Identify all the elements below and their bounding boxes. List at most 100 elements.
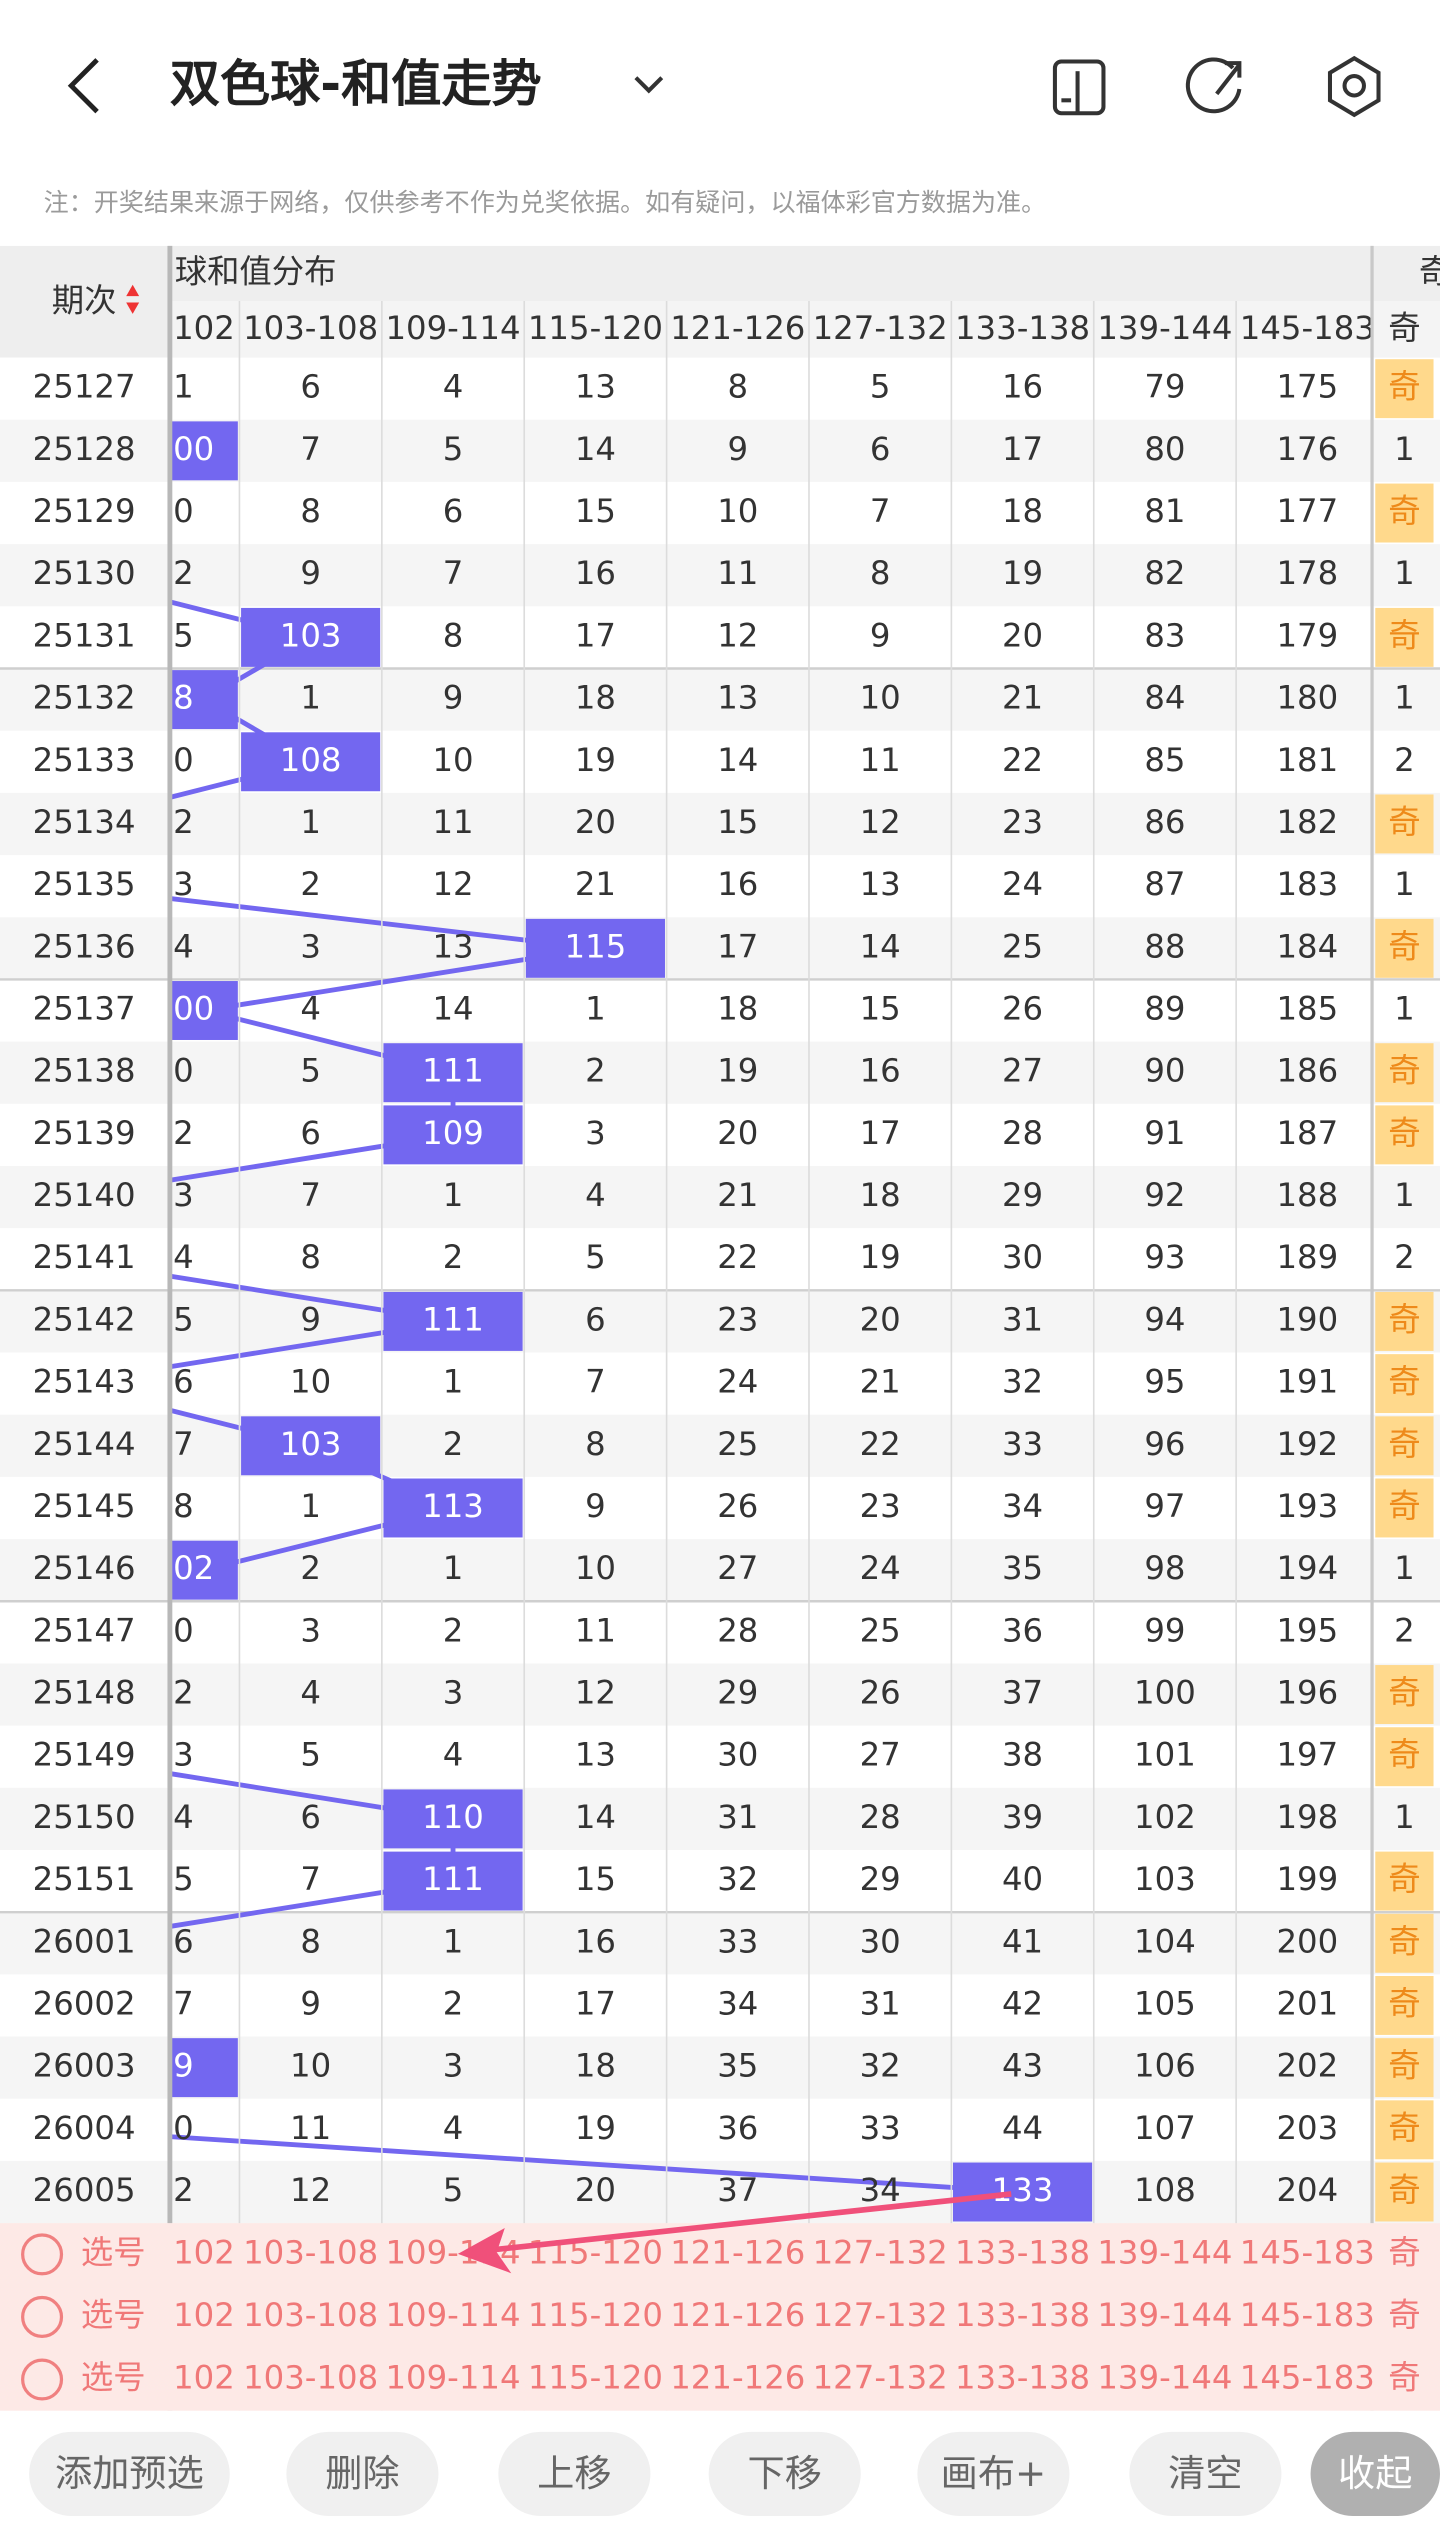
- select-option[interactable]: 115-120: [528, 2359, 663, 2397]
- cell: 28: [860, 1798, 901, 1836]
- cell: 2: [173, 2171, 194, 2209]
- select-option[interactable]: 133-138: [955, 2233, 1090, 2271]
- period: 25138: [33, 1052, 136, 1090]
- cell: 0: [173, 2109, 194, 2147]
- odd-value: 奇: [1388, 492, 1420, 530]
- cell: 11: [575, 1611, 616, 1649]
- select-option[interactable]: 109-114: [385, 2359, 520, 2397]
- cell: 175: [1276, 368, 1338, 406]
- select-option[interactable]: 139-144: [1097, 2233, 1232, 2271]
- cell: 80: [1144, 430, 1185, 468]
- select-option[interactable]: 145-183: [1240, 2296, 1375, 2334]
- select-option[interactable]: 115-120: [528, 2296, 663, 2334]
- cell: 25: [717, 1425, 758, 1463]
- button[interactable]: [1310, 2431, 1440, 2516]
- button-label[interactable]: 画布+: [941, 2451, 1047, 2495]
- trend-segment: [169, 2134, 1023, 2195]
- device-icon[interactable]: [1052, 59, 1106, 116]
- button[interactable]: [708, 2431, 861, 2516]
- cell: 2: [443, 1238, 464, 1276]
- cell: 19: [860, 1238, 901, 1276]
- cell: 2: [443, 1611, 464, 1649]
- back-button[interactable]: [67, 58, 99, 114]
- period-header[interactable]: 期次: [52, 282, 117, 320]
- select-option[interactable]: 102: [173, 2296, 235, 2334]
- select-option[interactable]: 127-132: [813, 2296, 948, 2334]
- button-label[interactable]: 上移: [537, 2451, 611, 2495]
- select-radio[interactable]: [21, 2358, 64, 2401]
- cell: 3: [173, 865, 194, 903]
- button-label[interactable]: 清空: [1168, 2451, 1242, 2495]
- select-option[interactable]: 133-138: [955, 2359, 1090, 2397]
- odd-value: 奇: [1388, 2171, 1420, 2209]
- cell: 2: [173, 1674, 194, 1712]
- select-radio[interactable]: [21, 2295, 64, 2338]
- select-option[interactable]: 102: [173, 2359, 235, 2397]
- period: 25135: [33, 865, 136, 903]
- settings-icon[interactable]: [1327, 55, 1381, 118]
- select-option[interactable]: 102: [173, 2233, 235, 2271]
- select-odd[interactable]: 奇: [1388, 2233, 1420, 2271]
- share-icon[interactable]: [1185, 57, 1242, 114]
- button[interactable]: [29, 2431, 230, 2516]
- select-option[interactable]: 145-183: [1240, 2359, 1375, 2397]
- column-header: 145-183: [1240, 309, 1375, 347]
- odd-value: 1: [1394, 1798, 1415, 1836]
- cell: 198: [1276, 1798, 1338, 1836]
- cell: 6: [300, 368, 321, 406]
- select-odd[interactable]: 奇: [1388, 2296, 1420, 2334]
- select-option[interactable]: 127-132: [813, 2359, 948, 2397]
- cell: 44: [1002, 2109, 1043, 2147]
- select-option[interactable]: 121-126: [670, 2359, 805, 2397]
- select-option[interactable]: 109-114: [385, 2296, 520, 2334]
- cell: 90: [1144, 1052, 1185, 1090]
- select-label: 选号: [81, 2359, 146, 2397]
- select-option[interactable]: 145-183: [1240, 2233, 1375, 2271]
- cell: 24: [860, 1549, 901, 1587]
- cell: 102: [1134, 1798, 1196, 1836]
- cell: 3: [173, 1176, 194, 1214]
- cell: 96: [1144, 1425, 1185, 1463]
- select-option[interactable]: 139-144: [1097, 2296, 1232, 2334]
- cell: 97: [1144, 1487, 1185, 1525]
- select-option[interactable]: 121-126: [670, 2296, 805, 2334]
- button-label[interactable]: 收起: [1338, 2451, 1412, 2495]
- select-radio[interactable]: [21, 2233, 64, 2276]
- button-label[interactable]: 删除: [325, 2451, 399, 2495]
- cell: 14: [432, 990, 473, 1028]
- cell: 02: [173, 1549, 214, 1587]
- select-option[interactable]: 103-108: [243, 2359, 378, 2397]
- odd-value: 1: [1394, 990, 1415, 1028]
- button[interactable]: [286, 2431, 439, 2516]
- select-option[interactable]: 133-138: [955, 2296, 1090, 2334]
- button[interactable]: [498, 2431, 651, 2516]
- cell: 6: [300, 1798, 321, 1836]
- select-option[interactable]: 121-126: [670, 2233, 805, 2271]
- button-label[interactable]: 添加预选: [55, 2451, 204, 2495]
- cell: 10: [290, 1363, 331, 1401]
- select-odd[interactable]: 奇: [1388, 2359, 1420, 2397]
- dropdown[interactable]: [634, 76, 664, 94]
- cell: 6: [870, 430, 891, 468]
- cell: 108: [1134, 2171, 1196, 2209]
- button[interactable]: [917, 2431, 1070, 2516]
- cell: 20: [717, 1114, 758, 1152]
- cell: 91: [1144, 1114, 1185, 1152]
- sort-down[interactable]: [126, 302, 140, 314]
- cell: 2: [173, 1114, 194, 1152]
- cell: 8: [443, 616, 464, 654]
- cell: 23: [717, 1300, 758, 1338]
- select-option[interactable]: 127-132: [813, 2233, 948, 2271]
- cell: 185: [1276, 990, 1338, 1028]
- cell: 1: [300, 803, 321, 841]
- select-option[interactable]: 103-108: [243, 2296, 378, 2334]
- button[interactable]: [1129, 2431, 1282, 2516]
- cell: 6: [585, 1300, 606, 1338]
- cell: 9: [443, 679, 464, 717]
- select-option[interactable]: 103-108: [243, 2233, 378, 2271]
- sort-up[interactable]: [126, 284, 140, 297]
- select-option[interactable]: 139-144: [1097, 2359, 1232, 2397]
- cell: 4: [443, 368, 464, 406]
- button-label[interactable]: 下移: [748, 2451, 822, 2495]
